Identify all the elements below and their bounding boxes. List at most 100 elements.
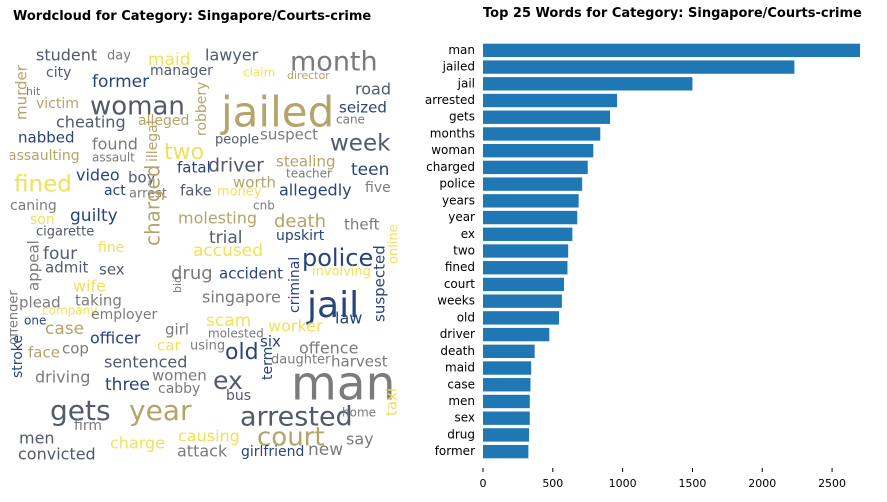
wordcloud-word: caning	[10, 198, 57, 214]
wordcloud-word: scam	[206, 311, 251, 331]
wordcloud-word: stroke	[10, 335, 26, 378]
wordcloud-word: women	[152, 367, 207, 385]
bar	[483, 77, 693, 91]
wordcloud-word: bus	[226, 388, 251, 404]
wordcloud-word: driving	[35, 368, 90, 387]
wordcloud-word: online	[387, 224, 402, 264]
wordcloud-word: alleged	[138, 113, 189, 129]
bar	[483, 294, 562, 308]
y-tick-label: arrested	[425, 93, 475, 107]
wordcloud-word: face	[28, 344, 60, 362]
y-tick-label: former	[435, 444, 475, 458]
y-tick-label: gets	[449, 110, 475, 124]
wordcloud-word: month	[290, 47, 378, 78]
wordcloud-word: gets	[50, 394, 111, 427]
wordcloud-word: admit	[45, 259, 88, 277]
bar	[483, 277, 564, 292]
wordcloud-word: upskirt	[276, 228, 325, 244]
wordcloud-word: claim	[243, 66, 275, 80]
wordcloud-word: cabby	[158, 381, 200, 397]
wordcloud-word: man	[291, 357, 395, 412]
wordcloud-word: former	[92, 72, 149, 92]
wordcloud-word: arrest	[129, 187, 167, 202]
wordcloud-word: woman	[90, 92, 185, 122]
bar	[483, 93, 618, 108]
bar	[483, 60, 795, 74]
y-tick-label: police	[439, 177, 475, 191]
y-tick-label: years	[442, 193, 475, 207]
wordcloud-word: two	[164, 140, 204, 165]
wordcloud-word: home	[342, 406, 376, 420]
y-tick-label: weeks	[437, 294, 475, 308]
wordcloud-word: death	[274, 211, 326, 232]
wordcloud-word: charged	[141, 165, 165, 247]
wordcloud-word: court	[257, 423, 325, 453]
wordcloud-word: trial	[209, 228, 243, 248]
wordcloud-word: criminal	[287, 257, 303, 313]
wordcloud-word: assault	[92, 151, 135, 165]
bar-chart-title: Top 25 Words for Category: Singapore/Cou…	[483, 6, 862, 21]
wordcloud-word: fatal	[177, 159, 211, 177]
wordcloud-word: road	[355, 80, 391, 99]
bar	[483, 378, 531, 392]
wordcloud-word: robbery	[194, 82, 210, 136]
wordcloud-word: firm	[74, 418, 102, 434]
wordcloud-word: fake	[180, 182, 212, 200]
wordcloud-title: Wordcloud for Category: Singapore/Courts…	[13, 9, 372, 24]
wordcloud-word: jailed	[220, 88, 334, 137]
wordcloud: student day maid lawyer month city manager clai…	[10, 46, 402, 464]
wordcloud-word: girlfriend	[241, 444, 304, 460]
wordcloud-word: company	[42, 304, 97, 318]
wordcloud-word: molesting	[178, 209, 257, 228]
x-tick-label: 0	[480, 477, 487, 490]
wordcloud-word: theft	[344, 216, 380, 234]
bar	[483, 127, 601, 141]
wordcloud-word: boy	[128, 169, 156, 187]
bar-chart: man jailed jail arrested gets months woman char…	[425, 43, 860, 490]
bar	[483, 160, 588, 175]
x-tick-label: 2000	[748, 477, 776, 490]
wordcloud-word: one	[24, 314, 46, 328]
y-tick-label: court	[444, 277, 475, 291]
x-tick-label: 1500	[678, 477, 706, 490]
wordcloud-word: manager	[150, 63, 213, 79]
wordcloud-word: say	[346, 430, 374, 449]
bar	[483, 261, 568, 275]
wordcloud-word: teacher	[286, 167, 332, 181]
wordcloud-word: offence	[299, 339, 358, 358]
wordcloud-word: video	[76, 166, 120, 185]
wordcloud-word: officer	[90, 329, 141, 348]
wordcloud-word: cop	[62, 340, 89, 358]
bar	[483, 177, 583, 191]
wordcloud-word: three	[105, 375, 150, 395]
wordcloud-word: old	[225, 340, 259, 365]
wordcloud-word: case	[45, 319, 84, 339]
wordcloud-word: driver	[208, 155, 264, 177]
y-tick-label: woman	[431, 143, 475, 157]
wordcloud-word: men	[19, 429, 55, 448]
wordcloud-word: city	[46, 65, 71, 81]
wordcloud-word: appeal	[25, 240, 43, 291]
wordcloud-word: offender	[10, 290, 22, 345]
wordcloud-word: director	[287, 69, 330, 82]
wordcloud-word: police	[302, 244, 373, 272]
wordcloud-word: employer	[91, 307, 157, 323]
wordcloud-word: daughter	[271, 353, 331, 368]
wordcloud-word: worth	[233, 174, 276, 192]
wordcloud-word: suspect	[260, 126, 318, 144]
wordcloud-word: murder	[13, 64, 31, 120]
wordcloud-word: cnb	[253, 199, 275, 213]
wordcloud-word: guilty	[70, 206, 118, 226]
wordcloud-word: harvest	[331, 353, 388, 371]
wordcloud-word: accident	[219, 265, 283, 283]
wordcloud-word: suspected	[371, 245, 389, 322]
wordcloud-word: stealing	[276, 153, 335, 171]
wordcloud-word: lawyer	[205, 46, 259, 65]
y-tick-label: driver	[440, 327, 475, 341]
wordcloud-word: new	[308, 440, 343, 460]
y-tick-label: jailed	[442, 60, 475, 74]
bar	[483, 194, 579, 208]
wordcloud-word: drug	[171, 263, 213, 284]
wordcloud-word: illegal	[145, 120, 161, 162]
wordcloud-word: hit	[26, 85, 41, 98]
